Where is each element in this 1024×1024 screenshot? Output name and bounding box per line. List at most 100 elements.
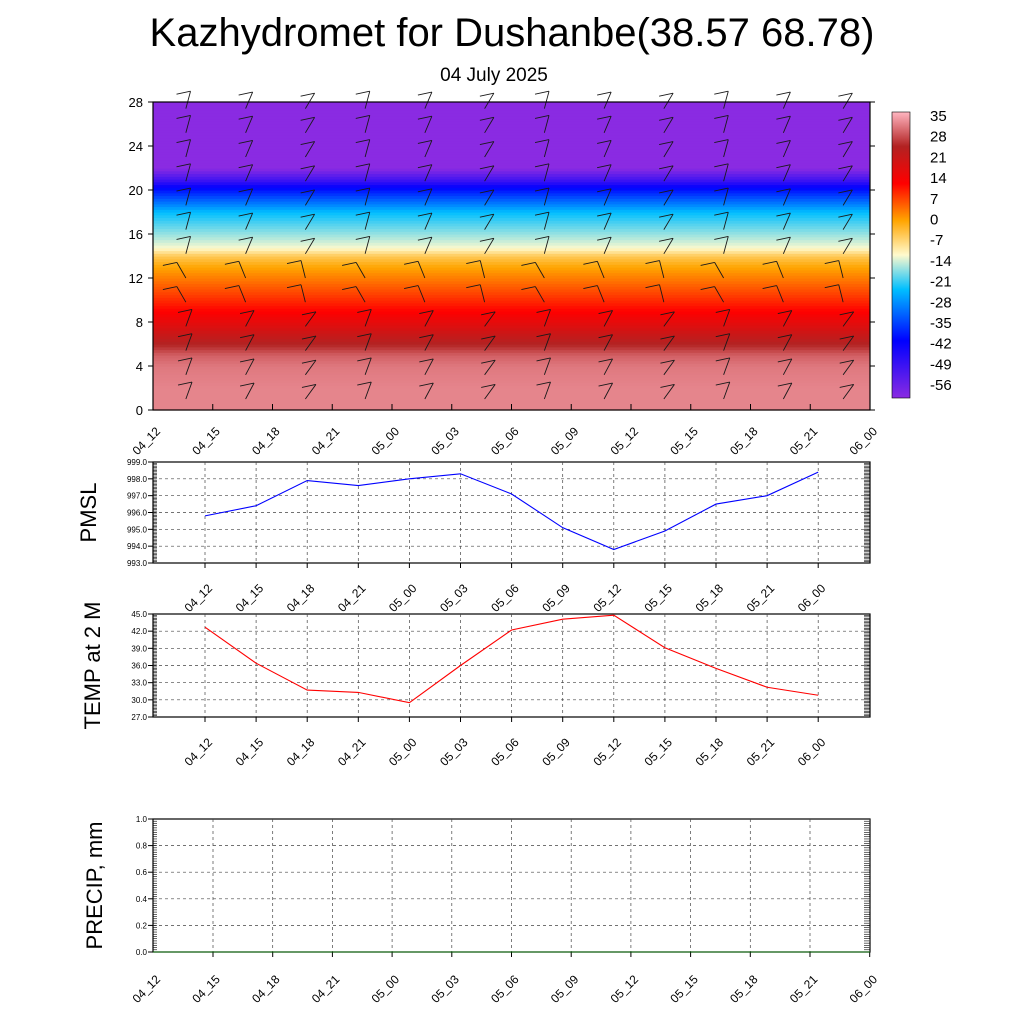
- wind-barb: [424, 382, 434, 400]
- wind-barb: [782, 140, 791, 158]
- heatmap-band: [153, 366, 870, 370]
- heatmap-band: [153, 313, 870, 318]
- heatmap-band: [153, 102, 870, 106]
- heatmap-band: [153, 190, 870, 194]
- wind-barb-flag: [598, 382, 613, 387]
- wind-barb: [185, 115, 191, 133]
- wind-barb-flag: [536, 333, 551, 338]
- wind-barb: [304, 359, 317, 376]
- x-tick-label: 05_21: [787, 424, 821, 458]
- wind-barb-flag: [419, 310, 434, 314]
- y-tick-label: 993.0: [127, 559, 148, 568]
- pmsl-panel: 993.0 994.0 995.0 996.0 997.0 998.0 999.0 04_12…: [76, 458, 871, 615]
- y-tick-label: 0: [136, 403, 143, 418]
- wind-barb-flag: [162, 286, 177, 291]
- y-tick-label: 24: [129, 139, 143, 154]
- wind-barb: [238, 261, 247, 279]
- wind-barb-flag: [597, 188, 612, 193]
- y-tick-label: 996.0: [127, 509, 148, 518]
- x-tick-label: 05_21: [787, 972, 821, 1006]
- wind-barb: [663, 335, 675, 351]
- wind-barb: [714, 262, 725, 279]
- wind-barb-flag: [419, 358, 434, 363]
- wind-barb-flag: [357, 381, 372, 386]
- y-tick-label: 0.4: [136, 895, 148, 904]
- wind-barb: [300, 284, 306, 303]
- wind-barb-flag: [239, 358, 255, 363]
- heatmap-band: [153, 275, 870, 279]
- wind-barb: [603, 310, 613, 327]
- x-tick-label: 05_00: [386, 581, 420, 615]
- x-tick-label: 05_12: [608, 424, 642, 458]
- x-tick-label: 05_18: [727, 972, 761, 1006]
- wind-barb-flag: [777, 382, 792, 387]
- colorbar-label: -7: [930, 232, 943, 249]
- wind-barb: [424, 188, 433, 206]
- heatmap-band: [153, 382, 870, 386]
- x-tick-label: 04_12: [130, 424, 164, 458]
- wind-barb-flag: [479, 92, 494, 97]
- wind-barb-flag: [176, 187, 191, 192]
- heatmap-band: [153, 192, 870, 197]
- colorbar-label: -35: [930, 315, 952, 332]
- wind-barb-flag: [357, 357, 372, 362]
- heatmap-band: [153, 368, 870, 373]
- y-tick-label: 997.0: [127, 492, 148, 501]
- wind-barb: [479, 260, 486, 279]
- wind-barb-flag: [419, 382, 434, 387]
- x-tick-label: 06_00: [847, 424, 881, 458]
- wind-barb: [659, 260, 665, 279]
- wind-barb: [364, 91, 371, 109]
- wind-barb: [842, 384, 855, 400]
- heatmap-band: [153, 228, 870, 232]
- wind-barb-flag: [598, 334, 613, 339]
- heatmap-band: [153, 390, 870, 395]
- wind-barb: [484, 384, 496, 400]
- wind-barb-flag: [177, 333, 193, 338]
- wind-barb-flag: [598, 310, 613, 314]
- x-tick-label: 04_21: [335, 581, 369, 615]
- wind-barb-flag: [597, 212, 612, 217]
- wind-barb-flag: [417, 91, 432, 96]
- x-tick-label: 06_00: [795, 581, 829, 615]
- heatmap-band: [153, 184, 870, 188]
- wind-barb-flag: [521, 286, 536, 291]
- wind-barb: [543, 163, 550, 182]
- wind-barb: [304, 141, 316, 158]
- wind-barb: [842, 213, 853, 230]
- wind-barb: [663, 213, 674, 230]
- wind-barb: [238, 285, 247, 303]
- wind-barb: [304, 92, 316, 109]
- wind-barb-flag: [583, 285, 598, 289]
- heatmap-band: [153, 256, 870, 260]
- wind-barb: [364, 381, 372, 400]
- heatmap-band: [153, 239, 870, 243]
- wind-barb-flag: [597, 236, 612, 241]
- wind-barb-flag: [177, 357, 193, 362]
- colorbar-label: -21: [930, 274, 952, 291]
- temp-2m-panel: 27.0 30.0 33.0 36.0 39.0 42.0 45.0 04_12 04_15 04…: [80, 602, 871, 769]
- y-axis-label: TEMP at 2 M: [80, 602, 105, 730]
- wind-barb: [782, 310, 793, 327]
- wind-barb-flag: [714, 139, 729, 144]
- wind-barb-flag: [762, 260, 777, 265]
- wind-barb-flag: [659, 189, 674, 194]
- colorbar-label: 21: [930, 149, 947, 166]
- x-tick-label: 05_06: [488, 581, 522, 615]
- wind-barb-flag: [534, 90, 550, 95]
- heatmap-band: [153, 264, 870, 268]
- wind-barb-flag: [762, 285, 777, 289]
- wind-barb: [245, 382, 255, 400]
- wind-barb-flag: [417, 236, 432, 241]
- x-tick-label: 05_06: [488, 735, 522, 769]
- wind-barb-flag: [404, 260, 419, 265]
- heatmap-band: [153, 173, 870, 177]
- wind-barb: [304, 335, 317, 351]
- wind-barbs: [162, 90, 855, 400]
- y-tick-label: 995.0: [127, 525, 148, 534]
- heatmap-band: [153, 305, 870, 309]
- wind-barb-flag: [839, 311, 854, 316]
- heatmap-band: [153, 165, 870, 169]
- precip-panel: 0.0 0.2 0.4 0.6 0.8 1.0 PRECIP, mm 04_12 04_15 04…: [82, 815, 880, 1006]
- wind-barb-flag: [176, 114, 191, 119]
